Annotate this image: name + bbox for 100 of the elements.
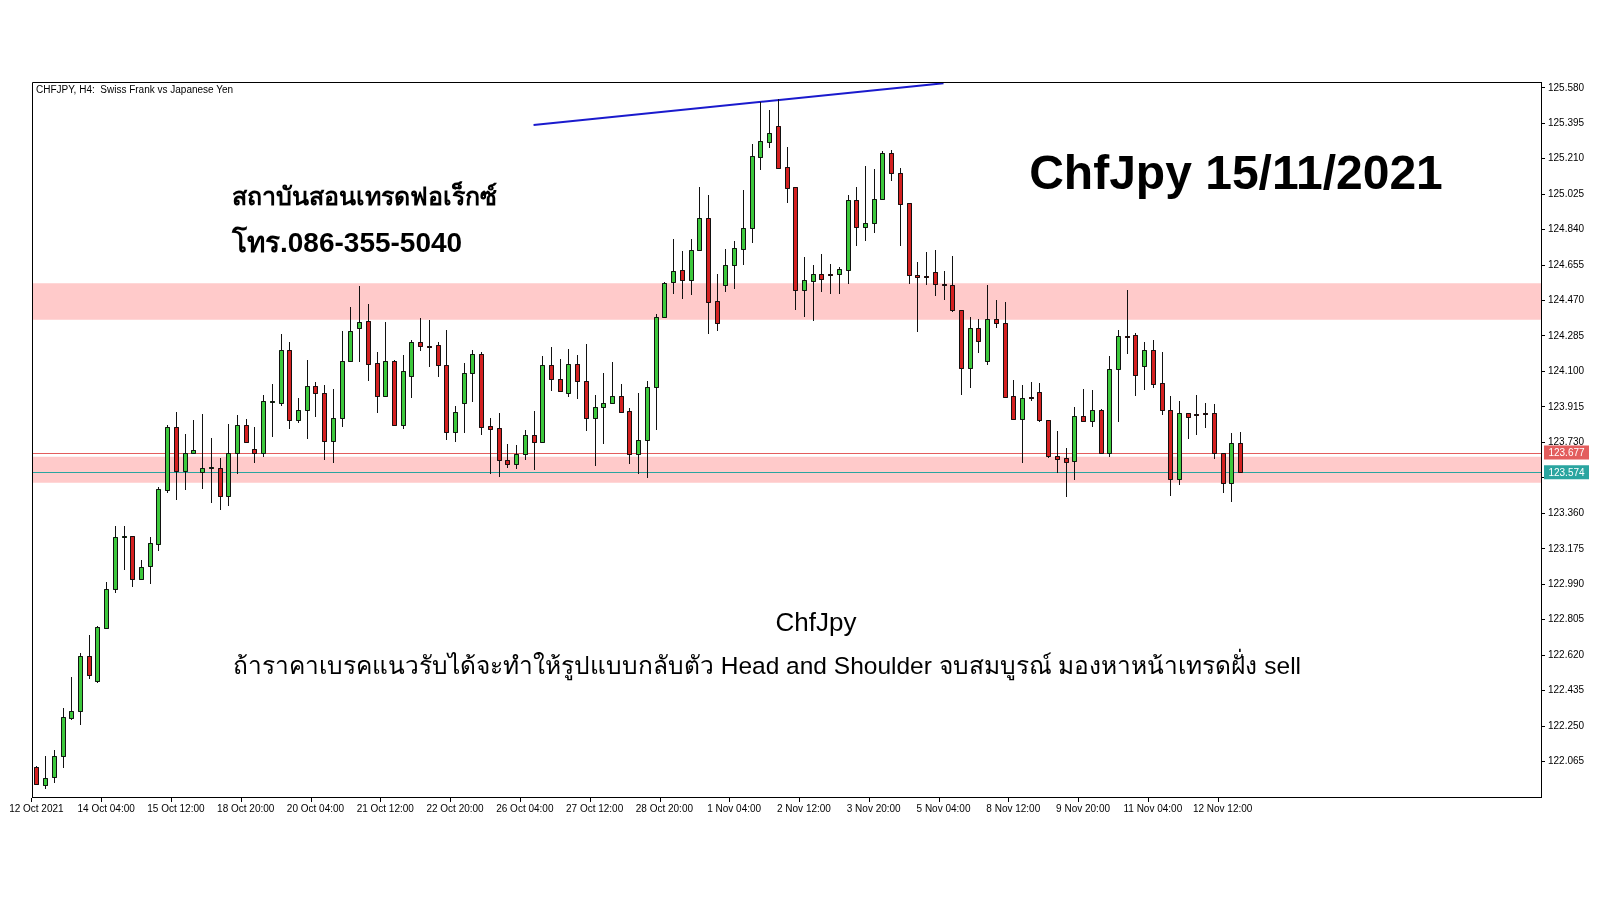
candlestick (1090, 389, 1095, 428)
candlestick (994, 299, 999, 329)
candlestick (732, 240, 737, 290)
candlestick (863, 165, 868, 242)
candlestick (785, 146, 790, 204)
candlestick (1029, 381, 1034, 402)
candlestick (645, 380, 650, 479)
candlestick (662, 281, 667, 319)
x-tick-label: 20 Oct 04:00 (286, 802, 345, 814)
candlestick (366, 303, 371, 382)
candlestick (706, 194, 711, 335)
y-tick-label: 124.840 (1548, 223, 1585, 235)
candlestick (174, 411, 179, 501)
candlestick (959, 309, 964, 396)
candlestick (1168, 395, 1173, 497)
x-tick-label: 5 Nov 04:00 (916, 802, 971, 814)
candlestick (898, 167, 903, 247)
x-tick-label: 28 Oct 20:00 (635, 802, 694, 814)
candlestick (627, 407, 632, 465)
candlestick (933, 249, 938, 297)
candlestick (1081, 388, 1086, 422)
candlestick (348, 306, 353, 363)
candlestick (1099, 408, 1104, 454)
candlestick (375, 351, 380, 414)
candlestick (566, 348, 571, 398)
candlestick (723, 248, 728, 293)
x-tick-label: 11 Nov 04:00 (1123, 802, 1183, 814)
candlestick (104, 581, 109, 630)
candlestick (880, 150, 885, 200)
candlestick (575, 354, 580, 400)
candlestick (601, 372, 606, 445)
candlestick (409, 339, 414, 399)
candlestick (697, 186, 702, 252)
x-tick-label: 8 Nov 12:00 (986, 802, 1041, 814)
y-tick-label: 123.175 (1548, 542, 1585, 554)
candlestick (1229, 432, 1234, 503)
candlestick (296, 397, 301, 424)
candlestick (558, 358, 563, 393)
candlestick (148, 536, 153, 585)
candlestick (532, 410, 537, 471)
y-tick-label: 122.435 (1548, 684, 1585, 696)
candlestick (87, 634, 92, 680)
candlestick (383, 321, 388, 397)
y-tick-label: 123.915 (1548, 400, 1585, 412)
ref-line-label: 123.574 (1548, 466, 1586, 478)
candlestick (252, 426, 257, 464)
y-tick-label: 124.285 (1548, 329, 1585, 341)
x-tick-label: 9 Nov 20:00 (1056, 802, 1111, 814)
candlestick (340, 330, 345, 428)
x-tick-label: 15 Oct 12:00 (147, 802, 205, 814)
candlestick (985, 284, 990, 366)
candlestick (1125, 289, 1130, 355)
candlestick (331, 388, 336, 464)
candlestick (1116, 329, 1121, 423)
x-tick-label: 1 Nov 04:00 (707, 802, 762, 814)
candlestick (619, 383, 624, 413)
candlestick (549, 346, 554, 392)
candlestick (540, 355, 545, 443)
x-tick-label: 21 Oct 12:00 (356, 802, 415, 814)
y-tick-label: 125.395 (1548, 116, 1585, 128)
candlestick (1142, 341, 1147, 391)
candlestick (1212, 403, 1217, 460)
candlestick (854, 186, 859, 247)
candlestick (758, 101, 763, 171)
candlestick (872, 168, 877, 234)
candlestick (261, 394, 266, 458)
candlestick (584, 343, 589, 432)
candlestick (287, 341, 292, 430)
x-tick-label: 3 Nov 20:00 (846, 802, 902, 814)
x-tick-label: 2 Nov 12:00 (776, 802, 832, 814)
x-tick-label: 18 Oct 20:00 (217, 802, 275, 814)
candlestick (715, 273, 720, 332)
candlestick (654, 313, 659, 431)
candlestick (750, 143, 755, 244)
candlestick (1186, 412, 1191, 440)
y-tick-label: 122.620 (1548, 648, 1585, 660)
y-tick-label: 122.990 (1548, 577, 1585, 589)
y-tick-label: 125.580 (1548, 81, 1585, 93)
candlestick (322, 384, 327, 461)
y-tick-label: 122.250 (1548, 719, 1585, 731)
candlestick (270, 383, 275, 438)
candlestick (1238, 431, 1243, 473)
candlestick (942, 270, 947, 301)
candlestick (636, 392, 641, 475)
candlestick (1133, 332, 1138, 397)
candlestick (828, 263, 833, 295)
candlestick (122, 525, 127, 571)
candlestick (1151, 339, 1156, 389)
candlestick (767, 109, 772, 149)
candlestick (462, 362, 467, 434)
candlestick (313, 381, 318, 418)
candlestick (305, 359, 310, 440)
candlestick (244, 418, 249, 443)
candlestick (1064, 447, 1069, 498)
text: ChfJpy 15/11/2021 (1029, 146, 1443, 200)
x-tick-label: 22 Oct 20:00 (426, 802, 485, 814)
y-tick-label: 123.730 (1548, 436, 1585, 448)
candlestick (1221, 452, 1226, 494)
candlestick (1046, 419, 1051, 459)
x-tick-label: 12 Oct 2021 (9, 802, 65, 814)
